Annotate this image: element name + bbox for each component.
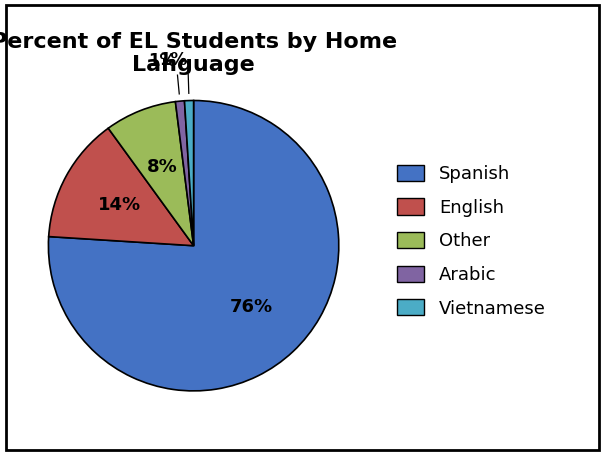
Legend: Spanish, English, Other, Arabic, Vietnamese: Spanish, English, Other, Arabic, Vietnam… bbox=[390, 157, 553, 325]
Wedge shape bbox=[48, 128, 194, 246]
Text: 8%: 8% bbox=[147, 158, 178, 177]
Text: 14%: 14% bbox=[98, 196, 142, 214]
Wedge shape bbox=[175, 101, 194, 246]
Text: 1%: 1% bbox=[160, 51, 188, 69]
Wedge shape bbox=[185, 101, 194, 246]
Text: 76%: 76% bbox=[230, 298, 273, 316]
Text: Percent of EL Students by Home
Language: Percent of EL Students by Home Language bbox=[0, 32, 397, 75]
Wedge shape bbox=[48, 101, 339, 391]
Wedge shape bbox=[108, 101, 194, 246]
Text: 1%: 1% bbox=[148, 52, 176, 70]
